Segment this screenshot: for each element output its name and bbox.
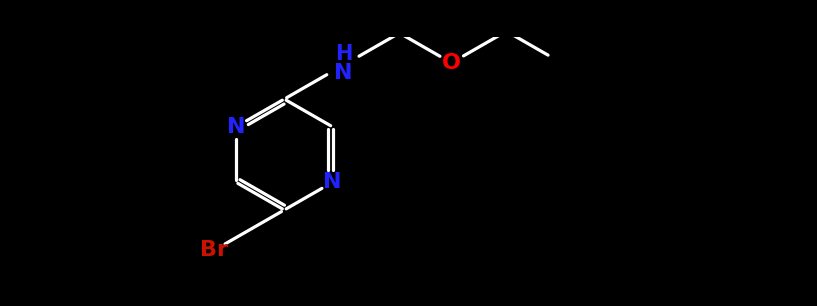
Text: H: H	[335, 44, 352, 65]
Text: N: N	[226, 117, 245, 137]
Text: O: O	[367, 0, 386, 3]
Text: N: N	[324, 172, 342, 192]
Text: O: O	[442, 53, 461, 73]
Text: Br: Br	[200, 241, 228, 260]
Text: N: N	[334, 63, 353, 83]
